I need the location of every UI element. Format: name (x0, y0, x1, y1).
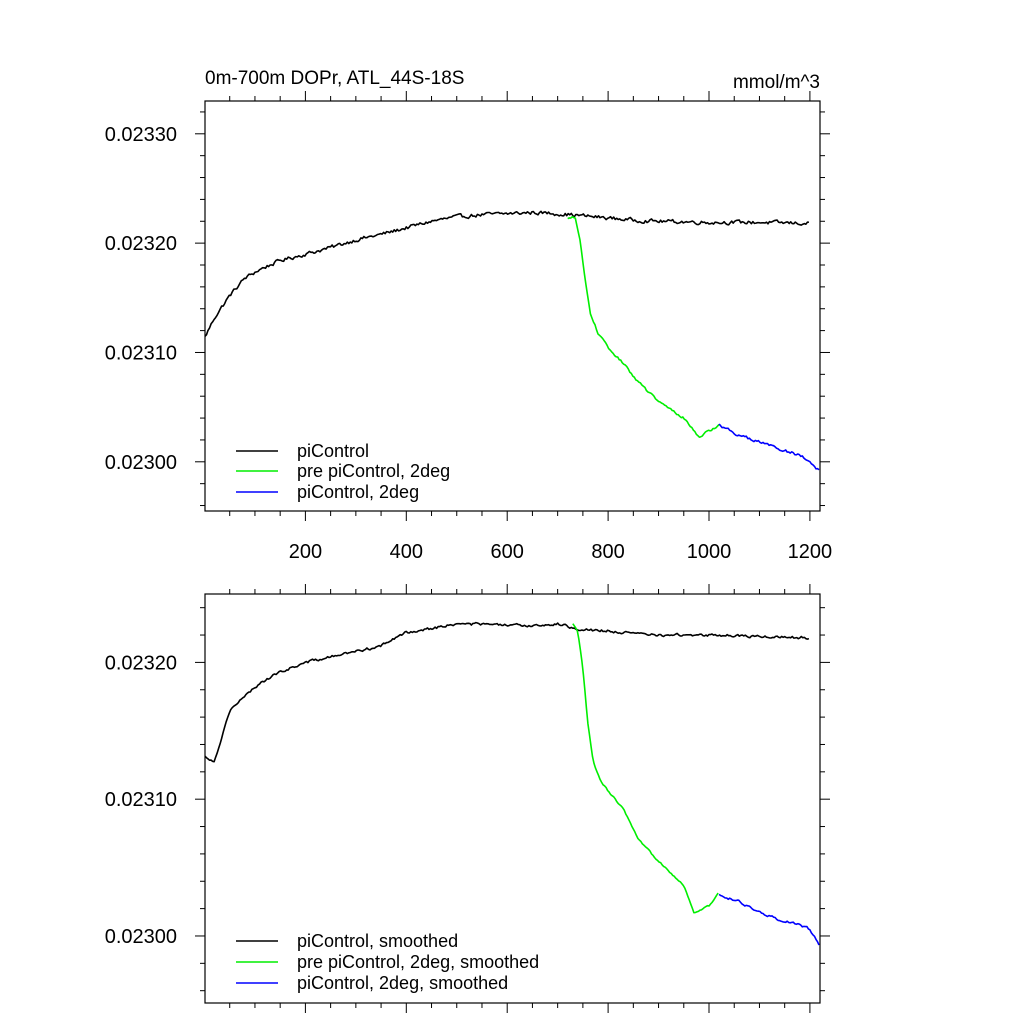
x-tick-label: 800 (591, 541, 624, 563)
y-tick-label: 0.02310 (105, 342, 177, 364)
chart-title: 0m-700m DOPr, ATL_44S-18S (205, 68, 464, 89)
series-layer (204, 621, 820, 946)
series-line (567, 215, 720, 438)
bottom-chart-panel: 0.02300 0.02310 0.02320 piControl, smoothe… (105, 584, 830, 1013)
x-tick-label: 200 (289, 541, 322, 563)
series-layer (204, 210, 820, 471)
legend-label-picontrol-smoothed: piControl, smoothed (297, 931, 458, 951)
y-tick-label: 0.02320 (105, 652, 177, 674)
y-tick-label: 0.02320 (105, 233, 177, 255)
x-tick-label: 600 (491, 541, 524, 563)
legend-label-picontrol: piControl (297, 441, 369, 461)
top-chart-panel: 0m-700m DOPr, ATL_44S-18S mmol/m^3 200 40… (105, 68, 832, 563)
axis-tick-labels: 0.02300 0.02310 0.02320 (105, 652, 177, 948)
x-tick-label: 1200 (788, 541, 833, 563)
legend-label-picontrol-2deg: piControl, 2deg (297, 482, 419, 502)
y-tick-label: 0.02330 (105, 124, 177, 146)
plot-frame (204, 100, 821, 512)
series-line (718, 893, 820, 946)
axis-ticks (195, 584, 830, 1013)
y-tick-label: 0.02300 (105, 452, 177, 474)
plot-frame (204, 593, 821, 1004)
x-tick-label: 400 (390, 541, 423, 563)
units-label: mmol/m^3 (733, 72, 820, 93)
axis-ticks (195, 91, 830, 521)
legend-label-pre-picontrol-2deg: pre piControl, 2deg (297, 461, 450, 481)
y-tick-label: 0.02300 (105, 926, 177, 948)
series-line (718, 423, 820, 471)
legend: piControl, smoothed pre piControl, 2deg,… (236, 931, 539, 993)
legend-label-pre-picontrol-2deg-smoothed: pre piControl, 2deg, smoothed (297, 952, 539, 972)
legend-label-picontrol-2deg-smoothed: piControl, 2deg, smoothed (297, 973, 508, 993)
axis-tick-labels: 200 400 600 800 1000 1200 0.02300 0.02310 0.0232… (105, 124, 832, 563)
legend: piControl pre piControl, 2deg piControl,… (236, 441, 450, 502)
series-line (572, 623, 719, 914)
y-tick-label: 0.02310 (105, 789, 177, 811)
x-tick-label: 1000 (687, 541, 732, 563)
series-line (204, 621, 810, 763)
series-line (204, 210, 809, 337)
